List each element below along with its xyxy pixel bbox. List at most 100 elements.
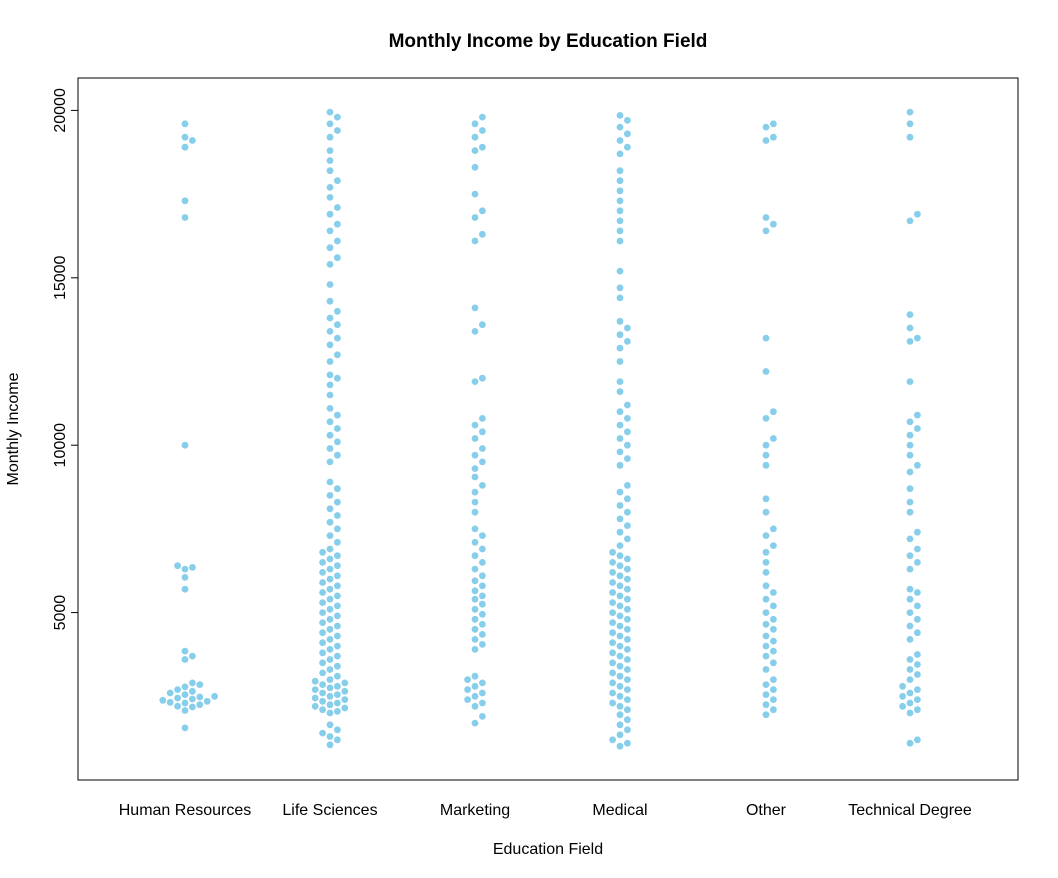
data-point (174, 562, 182, 570)
data-point (479, 679, 486, 687)
data-point (334, 632, 341, 640)
data-point (326, 431, 334, 439)
y-tick-label: 20000 (52, 88, 69, 133)
data-point (464, 696, 471, 703)
data-point (624, 117, 631, 124)
data-point (609, 689, 616, 697)
y-axis-label: Monthly Income (5, 372, 22, 485)
data-point (616, 197, 624, 205)
data-point (471, 565, 479, 573)
data-point (479, 641, 486, 648)
data-point (616, 137, 624, 144)
data-point (906, 622, 914, 630)
data-point (319, 629, 326, 637)
data-point (906, 689, 914, 697)
data-point (181, 133, 189, 141)
data-point (479, 445, 486, 452)
data-point (334, 374, 341, 382)
data-point (334, 682, 341, 690)
data-point (319, 548, 326, 556)
data-point (624, 726, 631, 734)
data-point (181, 683, 189, 691)
data-point (899, 682, 906, 690)
data-point (181, 724, 189, 732)
data-point (319, 609, 326, 616)
data-point (616, 602, 624, 610)
data-point (479, 631, 486, 638)
data-point (471, 473, 479, 481)
data-point (906, 656, 914, 663)
data-point (341, 704, 349, 712)
data-point (471, 133, 479, 141)
data-point (770, 408, 777, 416)
data-point (311, 702, 319, 710)
data-point (326, 646, 334, 653)
data-point (471, 435, 479, 442)
data-point (616, 592, 624, 600)
data-point (181, 565, 189, 573)
data-point (906, 498, 914, 506)
data-point (334, 425, 341, 432)
data-point (471, 605, 479, 613)
data-point (326, 244, 334, 252)
data-point (624, 508, 631, 516)
data-point (624, 401, 631, 409)
data-point (770, 133, 777, 141)
data-point (326, 133, 334, 141)
data-point (914, 559, 921, 566)
data-point (906, 217, 914, 225)
data-point (334, 672, 341, 680)
y-tick-label: 15000 (52, 255, 69, 300)
data-point (616, 408, 624, 416)
data-point (189, 652, 196, 660)
data-point (762, 582, 770, 590)
data-point (319, 669, 326, 677)
data-point (471, 214, 479, 221)
data-point (770, 589, 777, 596)
data-point (471, 120, 479, 128)
data-point (624, 706, 631, 714)
data-point (906, 378, 914, 385)
data-point (479, 572, 486, 580)
data-point (326, 684, 334, 692)
data-point (471, 719, 479, 727)
data-point (189, 703, 196, 711)
data-point (334, 691, 341, 698)
data-point (479, 374, 486, 382)
data-point (616, 448, 624, 456)
data-point (319, 659, 326, 667)
data-point (479, 620, 486, 628)
data-point (471, 625, 479, 633)
data-point (326, 184, 334, 191)
data-point (762, 461, 770, 469)
data-point (471, 451, 479, 459)
data-point (914, 736, 921, 744)
data-point (196, 693, 204, 701)
data-point (471, 465, 479, 472)
data-point (311, 677, 319, 685)
data-point (471, 577, 479, 585)
x-tick-label: Other (746, 802, 787, 819)
data-point (471, 498, 479, 506)
data-point (762, 368, 770, 375)
data-point (914, 425, 921, 432)
data-point (471, 702, 479, 710)
data-point (914, 528, 921, 536)
x-axis-label: Education Field (493, 841, 603, 858)
data-point (326, 391, 334, 399)
data-point (609, 589, 616, 596)
data-point (326, 108, 334, 116)
data-point (326, 666, 334, 673)
data-point (914, 629, 921, 637)
data-point (624, 595, 631, 603)
data-point (616, 177, 624, 185)
data-point (899, 692, 906, 700)
data-point (770, 542, 777, 549)
data-point (319, 579, 326, 586)
data-point (616, 692, 624, 700)
data-point (326, 518, 334, 526)
data-point (906, 636, 914, 643)
data-point (479, 207, 486, 215)
data-point (334, 612, 341, 620)
